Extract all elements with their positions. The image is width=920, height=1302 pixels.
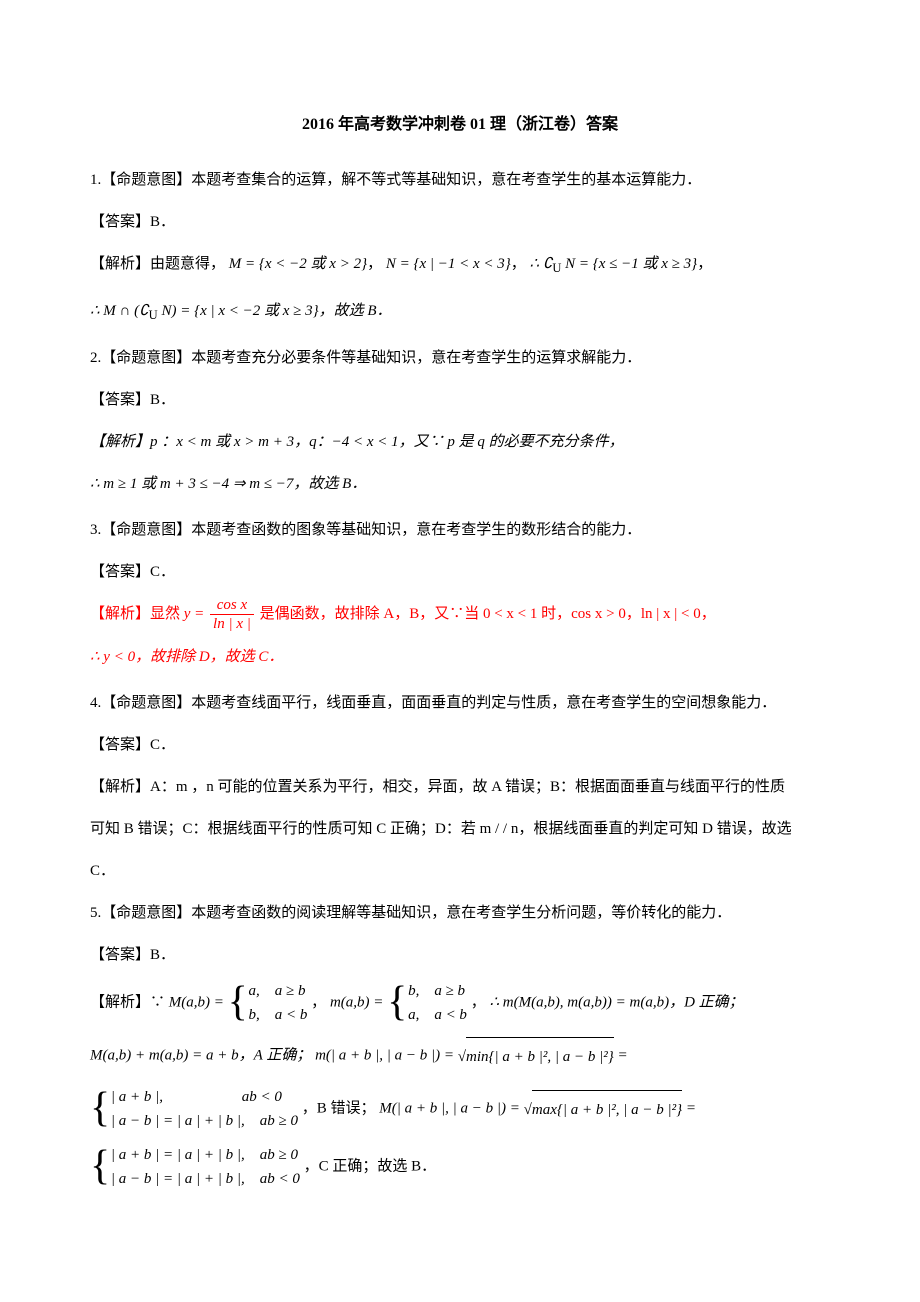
q1-analysis-pre: 【解析】由题意得， xyxy=(90,256,225,272)
brace-icon: { xyxy=(90,1152,110,1181)
q5-b-pre: m(| a + b |, | a − b |) = xyxy=(315,1048,458,1064)
q5-Mdef: M(a,b) = xyxy=(169,995,228,1011)
q1-intent: 1.【命题意图】本题考查集合的运算，解不等式等基础知识，意在考查学生的基本运算能… xyxy=(90,162,830,198)
q1-so1: ∴ ∁ xyxy=(530,256,553,272)
q2-answer: 【答案】B． xyxy=(90,382,830,418)
q2-analysis-1: 【解析】p ：x < m 或 x > m + 3，q：−4 < x < 1，又∵… xyxy=(90,424,830,460)
q5-c-correct: ，C 正确；故选 B． xyxy=(304,1159,437,1175)
q3-pre: 【解析】显然 xyxy=(90,606,184,622)
q5-M-r1: a, a ≥ b xyxy=(249,979,308,1003)
q5-c-r2: | a − b | = | a | + | b |, ab < 0 xyxy=(111,1167,300,1191)
brace-icon: { xyxy=(387,988,407,1017)
q4-analysis-1: 【解析】A：m ，n 可能的位置关系为平行，相交，异面，故 A 错误；B：根据面… xyxy=(90,769,830,805)
q5-analysis-3: { | a + b |, ab < 0 | a − b | = | a | + … xyxy=(90,1085,830,1133)
brace-icon: { xyxy=(90,1094,110,1123)
q3-mid: 是偶函数，故排除 A，B，又∵当 0 < x < 1 时，cos x > 0，l… xyxy=(260,606,716,622)
q4-analysis-3: C． xyxy=(90,853,830,889)
q5-mdef: m(a,b) = xyxy=(330,995,387,1011)
q5-sqrt-b: √min{| a + b |², | a − b |²} xyxy=(458,1037,614,1075)
q5-c-pre: M(| a + b |, | a − b |) = xyxy=(379,1101,523,1117)
q5-analysis-2: M(a,b) + m(a,b) = a + b，A 正确； m(| a + b … xyxy=(90,1037,830,1075)
q5-m-r1: b, a ≥ b xyxy=(408,979,467,1003)
q1-so1-sub: U xyxy=(552,261,561,275)
q5-a: M(a,b) + m(a,b) = a + b，A 正确； xyxy=(90,1048,311,1064)
q3-yeq: y = xyxy=(184,606,208,622)
q1-so1-after: N = {x ≤ −1 或 x ≥ 3} xyxy=(565,256,697,272)
q2-a2: ∴ m ≥ 1 或 m + 3 ≤ −4 ⇒ m ≤ −7，故选 B． xyxy=(90,476,366,492)
q5-M-brace: a, a ≥ b b, a < b xyxy=(249,979,308,1027)
q3-frac-num: cos x xyxy=(210,596,254,615)
brace-icon: { xyxy=(228,988,248,1017)
q1-answer: 【答案】B． xyxy=(90,204,830,240)
q3-analysis-1: 【解析】显然 y = cos x ln | x | 是偶函数，故排除 A，B，又… xyxy=(90,596,830,633)
q5-m-brace: b, a ≥ b a, a < b xyxy=(408,979,467,1027)
q5-sqrt-b-body: min{| a + b |², | a − b |²} xyxy=(466,1037,614,1075)
q3-l2: ∴ y < 0，故排除 D，故选 C． xyxy=(90,649,283,665)
q3-answer: 【答案】C． xyxy=(90,554,830,590)
q1-l2-sub: U xyxy=(149,308,158,322)
q2-a1: 【解析】p ：x < m 或 x > m + 3，q：−4 < x < 1，又∵… xyxy=(90,434,624,450)
q5-c-r1: | a + b | = | a | + | b |, ab ≥ 0 xyxy=(111,1143,300,1167)
q5-m-r2: a, a < b xyxy=(408,1003,467,1027)
q1-l2-after: N) = {x | x < −2 或 x ≥ 3}，故选 B． xyxy=(161,303,391,319)
q2-intent: 2.【命题意图】本题考查充分必要条件等基础知识，意在考查学生的运算求解能力． xyxy=(90,340,830,376)
q1-analysis-1: 【解析】由题意得， M = {x < −2 或 x > 2}， N = {x |… xyxy=(90,246,830,283)
q4-a1: 【解析】A：m ，n 可能的位置关系为平行，相交，异面，故 A 错误；B：根据面… xyxy=(90,779,785,795)
q5-sqrt-c: √max{| a + b |², | a − b |²} xyxy=(524,1090,682,1128)
q5-pre: 【解析】∵ xyxy=(90,995,169,1011)
q5-intent: 5.【命题意图】本题考查函数的阅读理解等基础知识，意在考查学生分析问题，等价转化… xyxy=(90,895,830,931)
q1-M: M = {x < −2 或 x > 2} xyxy=(229,256,367,272)
q2-analysis-2: ∴ m ≥ 1 或 m + 3 ≤ −4 ⇒ m ≤ −7，故选 B． xyxy=(90,466,830,502)
q5-eq-c: = xyxy=(686,1101,696,1117)
q4-intent: 4.【命题意图】本题考查线面平行，线面垂直，面面垂直的判定与性质，意在考查学生的… xyxy=(90,685,830,721)
q5-analysis-1: 【解析】∵ M(a,b) = { a, a ≥ b b, a < b ， m(a… xyxy=(90,979,830,1027)
q5-M-r2: b, a < b xyxy=(249,1003,308,1027)
q5-sqrt-c-body: max{| a + b |², | a − b |²} xyxy=(532,1090,682,1128)
q5-eq-b: = xyxy=(617,1048,627,1064)
q1-l2-pre: ∴ M ∩ (∁ xyxy=(90,303,149,319)
q5-c-brace: | a + b | = | a | + | b |, ab ≥ 0 | a − … xyxy=(111,1143,300,1191)
q5-analysis-4: { | a + b | = | a | + | b |, ab ≥ 0 | a … xyxy=(90,1143,830,1191)
q3-frac: cos x ln | x | xyxy=(210,596,254,633)
q1-N: N = {x | −1 < x < 3} xyxy=(386,256,511,272)
page-title: 2016 年高考数学冲刺卷 01 理（浙江卷）答案 xyxy=(90,110,830,134)
q4-a3: C． xyxy=(90,863,115,879)
q5-b-r1: | a + b |, ab < 0 xyxy=(111,1085,298,1109)
q5-b-r2: | a − b | = | a | + | b |, ab ≥ 0 xyxy=(111,1109,298,1133)
q5-b-wrong: ，B 错误； xyxy=(302,1101,376,1117)
q4-a2: 可知 B 错误；C：根据线面平行的性质可知 C 正确；D：若 m / / n，根… xyxy=(90,821,792,837)
q3-intent: 3.【命题意图】本题考查函数的图象等基础知识，意在考查学生的数形结合的能力． xyxy=(90,512,830,548)
q5-d: ∴ m(M(a,b), m(a,b)) = m(a,b)，D 正确； xyxy=(489,995,743,1011)
q1-analysis-2: ∴ M ∩ (∁U N) = {x | x < −2 或 x ≥ 3}，故选 B… xyxy=(90,293,830,330)
q4-answer: 【答案】C． xyxy=(90,727,830,763)
q3-frac-den: ln | x | xyxy=(210,615,254,633)
q3-analysis-2: ∴ y < 0，故排除 D，故选 C． xyxy=(90,639,830,675)
q5-answer: 【答案】B． xyxy=(90,937,830,973)
q5-b-brace: | a + b |, ab < 0 | a − b | = | a | + | … xyxy=(111,1085,298,1133)
q4-analysis-2: 可知 B 错误；C：根据线面平行的性质可知 C 正确；D：若 m / / n，根… xyxy=(90,811,830,847)
